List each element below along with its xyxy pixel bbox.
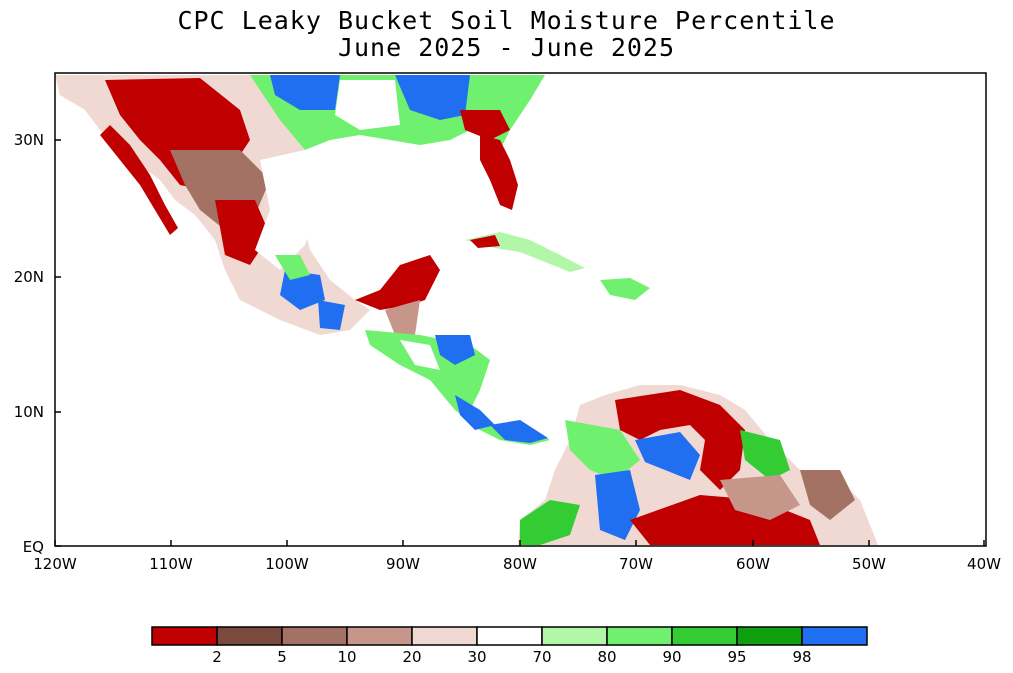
legend-swatch xyxy=(151,626,218,646)
map-title: CPC Leaky Bucket Soil Moisture Percentil… xyxy=(177,6,836,35)
legend-label-80: 80 xyxy=(597,648,616,666)
legend-swatch xyxy=(411,626,478,646)
legend-label-30: 30 xyxy=(467,648,486,666)
x-axis-labels: 120W 110W 100W 90W 80W 70W 60W 50W 40W xyxy=(33,555,1001,573)
x-label-80w: 80W xyxy=(503,555,537,573)
x-label-70w: 70W xyxy=(619,555,653,573)
legend-label-98: 98 xyxy=(792,648,811,666)
cuba-dry xyxy=(470,235,500,248)
yucatan-dry xyxy=(355,255,440,310)
us-blue-2 xyxy=(395,75,470,120)
sa-pink xyxy=(720,475,800,520)
mexico-green xyxy=(275,255,310,280)
legend-swatch xyxy=(671,626,738,646)
colombia-blue xyxy=(635,432,700,480)
guyana-green xyxy=(740,430,790,480)
south-mexico-blue xyxy=(318,300,345,330)
x-label-50w: 50W xyxy=(852,555,886,573)
moisture-patches xyxy=(55,75,878,545)
costa-rica-blue xyxy=(455,395,495,430)
legend-swatch xyxy=(801,626,868,646)
us-blue-1 xyxy=(270,75,340,110)
x-label-90w: 90W xyxy=(386,555,420,573)
mexico-blue xyxy=(280,270,325,310)
y-label-30n: 30N xyxy=(14,131,44,149)
panama-blue xyxy=(490,420,548,443)
legend-label-2: 2 xyxy=(212,648,222,666)
x-label-100w: 100W xyxy=(265,555,309,573)
x-label-120w: 120W xyxy=(33,555,77,573)
mexico-white xyxy=(255,150,320,270)
ca-white xyxy=(400,340,440,370)
legend-label-5: 5 xyxy=(277,648,287,666)
us-white xyxy=(335,80,400,130)
legend-label-95: 95 xyxy=(727,648,746,666)
jamaica xyxy=(540,296,562,303)
legend-swatch xyxy=(541,626,608,646)
legend-label-10: 10 xyxy=(337,648,356,666)
hispaniola xyxy=(600,278,650,300)
yucatan-pink xyxy=(385,300,420,335)
y-label-eq: EQ xyxy=(23,538,44,556)
us-dry-1 xyxy=(460,110,510,140)
legend-labels: 2 5 10 20 30 70 80 90 95 98 xyxy=(212,648,811,666)
legend-swatch xyxy=(346,626,413,646)
legend-swatch xyxy=(736,626,803,646)
ecuador-green xyxy=(520,500,580,545)
axis-ticks xyxy=(54,139,985,547)
legend-swatch xyxy=(606,626,673,646)
baja-dry xyxy=(100,125,178,235)
legend-colorbar xyxy=(151,626,868,646)
legend-swatch xyxy=(216,626,283,646)
x-label-60w: 60W xyxy=(736,555,770,573)
y-label-20n: 20N xyxy=(14,268,44,286)
florida xyxy=(480,135,518,210)
colombia-blue-2 xyxy=(595,470,640,540)
legend-label-70: 70 xyxy=(532,648,551,666)
y-label-10n: 10N xyxy=(14,403,44,421)
map-period: June 2025 - June 2025 xyxy=(337,33,676,62)
honduras-blue xyxy=(435,335,475,365)
legend-swatch xyxy=(281,626,348,646)
legend-label-90: 90 xyxy=(662,648,681,666)
venezuela-dry xyxy=(615,390,745,490)
y-axis-labels: 30N 20N 10N EQ xyxy=(14,131,44,556)
legend-swatch xyxy=(476,626,543,646)
suriname-pink xyxy=(800,470,855,520)
x-label-40w: 40W xyxy=(967,555,1001,573)
x-label-110w: 110W xyxy=(149,555,193,573)
legend-label-20: 20 xyxy=(402,648,421,666)
colombia-green xyxy=(565,420,640,480)
